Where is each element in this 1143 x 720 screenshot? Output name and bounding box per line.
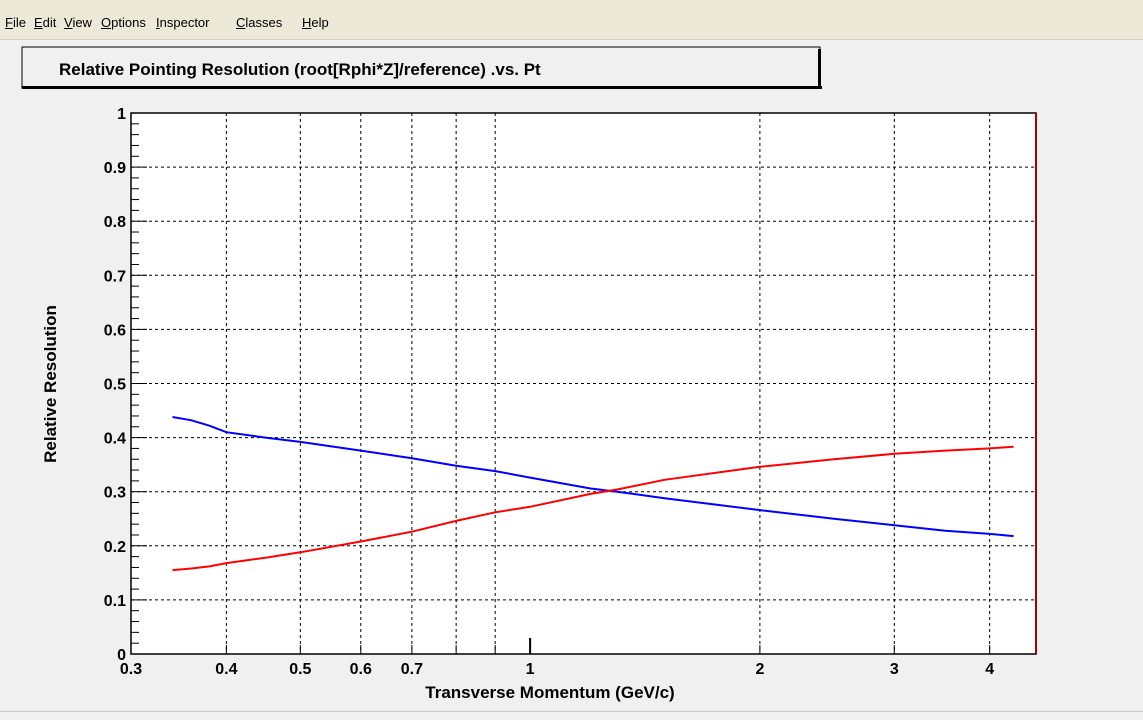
menu-view-label: iew bbox=[72, 15, 92, 30]
y-tick-label: 0.6 bbox=[104, 322, 126, 339]
tick-layer bbox=[130, 112, 991, 655]
y-tick-label: 0.7 bbox=[104, 268, 126, 285]
canvas-status-strip bbox=[0, 711, 1143, 720]
x-tick-label: 1 bbox=[526, 661, 535, 678]
menu-edit-accel: E bbox=[34, 15, 43, 30]
series-layer bbox=[172, 416, 1014, 572]
x-tick-label: 0.4 bbox=[215, 661, 237, 678]
menu-inspector-label: nspector bbox=[159, 15, 210, 30]
menu-classes-label: lasses bbox=[245, 15, 283, 30]
x-tick-label: 4 bbox=[985, 661, 994, 678]
menu-inspector-accel: I bbox=[156, 15, 160, 30]
menu-help[interactable]: Help bbox=[302, 15, 329, 30]
menu-edit[interactable]: Edit bbox=[34, 15, 56, 30]
x-tick-label: 0.3 bbox=[120, 661, 142, 678]
y-tick-label: 0 bbox=[117, 647, 126, 664]
menu-inspector[interactable]: Inspector bbox=[156, 15, 210, 30]
y-tick-label: 0.8 bbox=[104, 214, 126, 231]
label-layer: 0 0.1 0.2 0.3 0.4 0.5 0.6 0.7 0.8 0.9 1 0.3 0.4 0.5 0.… bbox=[104, 106, 994, 678]
grid-layer bbox=[131, 113, 1036, 654]
menu-view-accel: V bbox=[64, 15, 73, 30]
chart-title-box: Relative Pointing Resolution (root[Rphi*… bbox=[21, 46, 822, 89]
y-tick-label: 0.2 bbox=[104, 539, 126, 556]
menu-help-label: elp bbox=[311, 15, 329, 30]
menu-help-accel: H bbox=[302, 15, 312, 30]
menu-file[interactable]: File bbox=[5, 15, 26, 30]
y-tick-label: 1 bbox=[117, 106, 126, 123]
title-box-shadow-right bbox=[818, 49, 821, 89]
menu-bar: File Edit View Options Inspector Classes… bbox=[0, 0, 1143, 40]
x-axis-label: Transverse Momentum (GeV/c) bbox=[425, 683, 674, 702]
menu-classes[interactable]: Classes bbox=[236, 15, 282, 30]
x-tick-label: 3 bbox=[890, 661, 899, 678]
title-box-frame bbox=[21, 46, 821, 89]
menu-file-label: ile bbox=[12, 15, 26, 30]
y-axis-label: Relative Resolution bbox=[41, 305, 60, 463]
x-tick-label: 2 bbox=[755, 661, 764, 678]
x-tick-label: 0.7 bbox=[401, 661, 423, 678]
menu-classes-accel: C bbox=[236, 15, 246, 30]
series-line-red bbox=[172, 445, 1014, 572]
y-tick-label: 0.3 bbox=[104, 485, 126, 502]
menu-options-label: ptions bbox=[111, 15, 146, 30]
series-line-blue bbox=[172, 416, 1014, 538]
menu-edit-label: dit bbox=[42, 15, 57, 30]
x-tick-label: 0.5 bbox=[289, 661, 311, 678]
menu-view[interactable]: View bbox=[64, 15, 92, 30]
chart-title: Relative Pointing Resolution (root[Rphi*… bbox=[59, 60, 541, 79]
menu-options[interactable]: Options bbox=[101, 15, 146, 30]
menu-file-accel: F bbox=[5, 15, 13, 30]
y-tick-label: 0.4 bbox=[104, 431, 126, 448]
x-tick-label: 0.6 bbox=[350, 661, 372, 678]
y-tick-label: 0.1 bbox=[104, 593, 126, 610]
title-box-shadow-bottom bbox=[22, 86, 822, 89]
menu-options-accel: O bbox=[101, 15, 112, 30]
y-tick-label: 0.5 bbox=[104, 377, 126, 394]
y-tick-label: 0.9 bbox=[104, 160, 126, 177]
